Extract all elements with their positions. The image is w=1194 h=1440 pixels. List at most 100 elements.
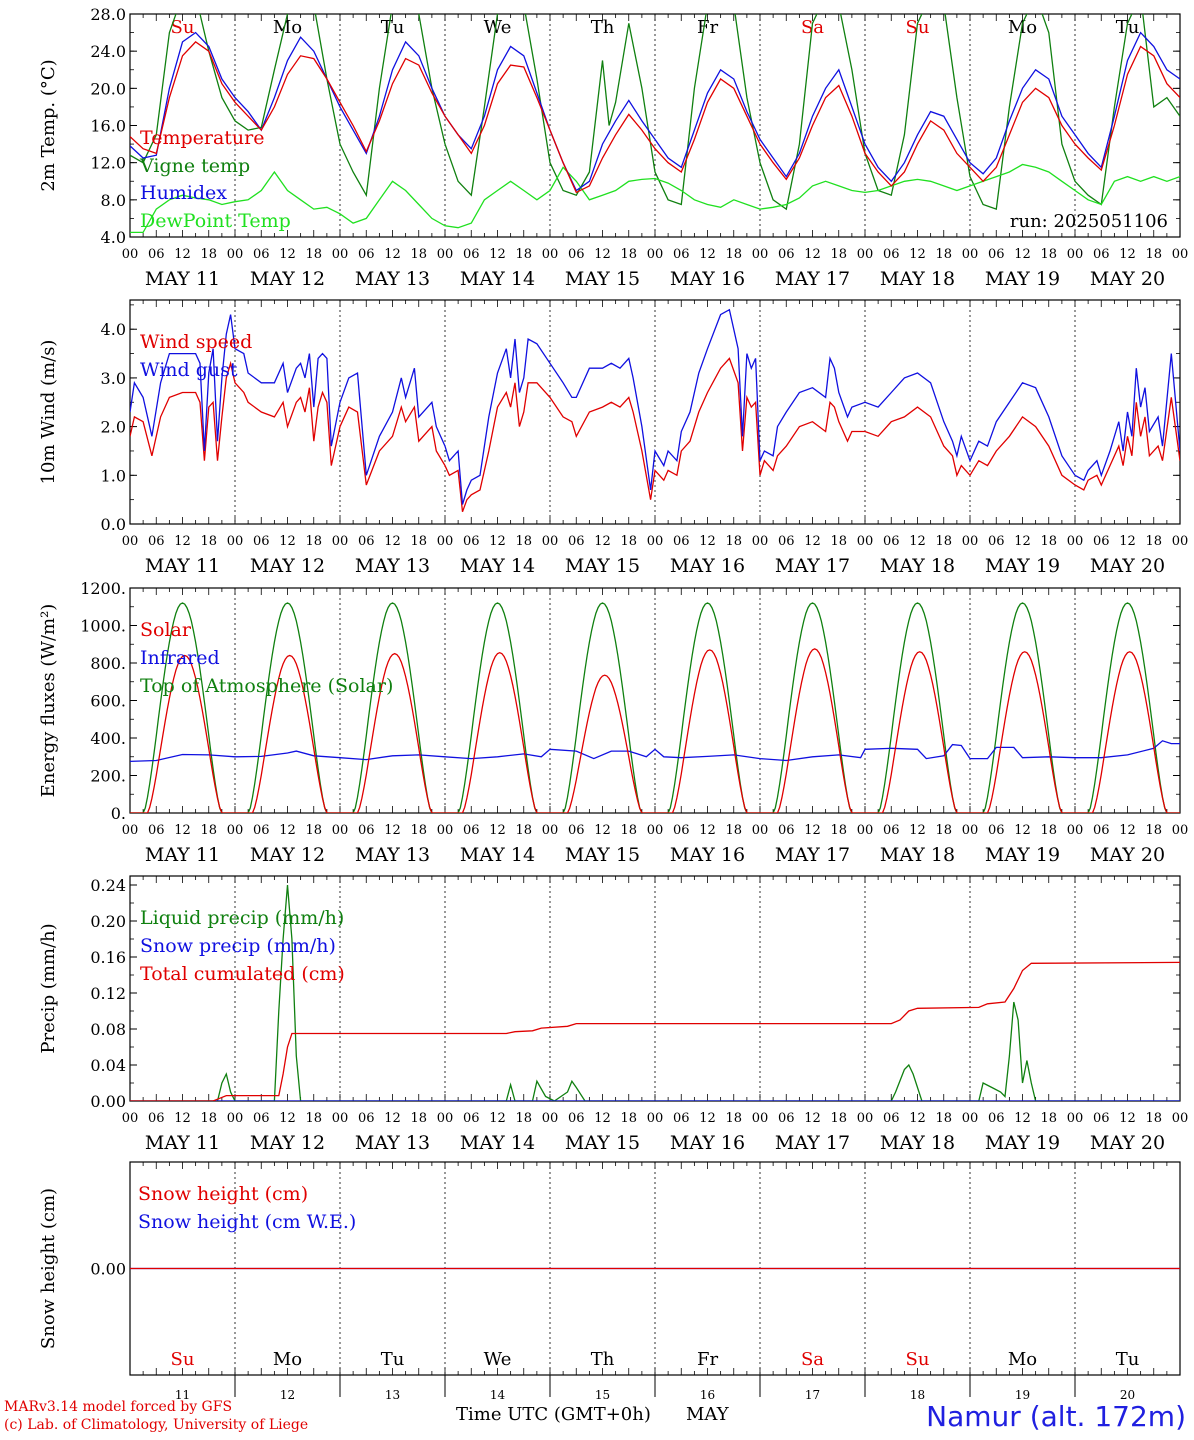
hour-tick-label: 00 [437, 1111, 454, 1126]
y-axis-label: Energy fluxes (W/m²) [38, 604, 59, 798]
hour-tick-label: 00 [1172, 534, 1189, 549]
hour-tick-label: 00 [752, 247, 769, 262]
hour-tick-label: 00 [647, 823, 664, 838]
hour-tick-label: 12 [279, 247, 296, 262]
hour-tick-label: 12 [594, 247, 611, 262]
date-label: MAY 15 [565, 268, 640, 290]
date-label: MAY 12 [250, 844, 325, 866]
date-label: MAY 12 [250, 1132, 325, 1154]
hour-tick-label: 18 [830, 823, 847, 838]
y-tick-label: 24.0 [90, 42, 126, 61]
hour-tick-label: 06 [253, 247, 270, 262]
hour-tick-label: 18 [1145, 1111, 1162, 1126]
day-number-label: 11 [175, 1388, 190, 1402]
weekday-label: Tu [381, 1349, 405, 1370]
hour-tick-label: 12 [384, 247, 401, 262]
hour-tick-label: 00 [122, 823, 139, 838]
hour-tick-label: 06 [568, 534, 585, 549]
hour-tick-label: 00 [857, 823, 874, 838]
hour-tick-label: 12 [699, 534, 716, 549]
hour-tick-label: 00 [332, 1111, 349, 1126]
hour-tick-label: 18 [1145, 247, 1162, 262]
day-number-label: 16 [700, 1388, 715, 1402]
hour-tick-label: 06 [1093, 823, 1110, 838]
hour-tick-label: 00 [857, 247, 874, 262]
hour-tick-label: 06 [358, 823, 375, 838]
hour-tick-label: 00 [332, 823, 349, 838]
hour-tick-label: 12 [804, 823, 821, 838]
hour-tick-label: 18 [725, 823, 742, 838]
hour-tick-label: 06 [673, 247, 690, 262]
series-line [130, 357, 1180, 513]
date-label: MAY 20 [1090, 268, 1165, 290]
hour-tick-label: 06 [148, 534, 165, 549]
hour-tick-label: 06 [568, 1111, 585, 1126]
date-label: MAY 18 [880, 268, 955, 290]
hour-tick-label: 12 [699, 823, 716, 838]
weekday-label: We [484, 17, 512, 38]
date-label: MAY 13 [355, 844, 430, 866]
date-label: MAY 12 [250, 555, 325, 577]
y-tick-label: 20.0 [90, 79, 126, 98]
series-line [130, 961, 1180, 1101]
hour-tick-label: 12 [594, 534, 611, 549]
series-line [130, 740, 1180, 763]
hour-tick-label: 12 [174, 1111, 191, 1126]
hour-tick-label: 12 [1119, 823, 1136, 838]
hour-tick-label: 18 [515, 534, 532, 549]
hour-tick-label: 06 [883, 1111, 900, 1126]
weekday-label: Tu [1116, 1349, 1140, 1370]
hour-tick-label: 06 [778, 534, 795, 549]
date-label: MAY 18 [880, 1132, 955, 1154]
weekday-label: Mo [273, 1349, 302, 1370]
day-number-label: 20 [1120, 1388, 1135, 1402]
hour-tick-label: 12 [1119, 1111, 1136, 1126]
y-tick-label: 2.0 [101, 418, 126, 437]
hour-tick-label: 00 [542, 247, 559, 262]
weekday-label: Fr [697, 17, 718, 38]
hour-tick-label: 18 [1040, 247, 1057, 262]
hour-tick-label: 00 [647, 1111, 664, 1126]
date-label: MAY 16 [670, 268, 745, 290]
y-tick-label: 0.16 [90, 948, 126, 967]
month-label: MAY [686, 1404, 729, 1425]
hour-tick-label: 06 [883, 823, 900, 838]
hour-tick-label: 18 [1145, 823, 1162, 838]
hour-tick-label: 18 [200, 1111, 217, 1126]
hour-tick-label: 00 [647, 534, 664, 549]
hour-tick-label: 12 [804, 534, 821, 549]
hour-tick-label: 18 [725, 1111, 742, 1126]
date-label: MAY 12 [250, 268, 325, 290]
hour-tick-label: 00 [122, 534, 139, 549]
series-line [130, 31, 1180, 192]
hour-tick-label: 00 [1172, 247, 1189, 262]
date-label: MAY 15 [565, 555, 640, 577]
hour-tick-label: 06 [883, 534, 900, 549]
hour-tick-label: 12 [699, 1111, 716, 1126]
hour-tick-label: 18 [935, 1111, 952, 1126]
hour-tick-label: 00 [1067, 247, 1084, 262]
series-line [130, 648, 1180, 813]
hour-tick-label: 12 [279, 823, 296, 838]
y-tick-label: 3.0 [101, 369, 126, 388]
hour-tick-label: 12 [384, 823, 401, 838]
y-tick-label: 0.00 [90, 1260, 126, 1279]
y-axis-label: 2m Temp. (°C) [38, 59, 59, 191]
hour-tick-label: 06 [148, 247, 165, 262]
panel-3: 0. 200. 400. 600. 800. 1000. 1200. Energy fluxe… [38, 579, 1188, 866]
legend-entry: Wind speed [140, 331, 252, 353]
panel-1: 4.0 8.0 12.0 16.0 20.0 24.0 28.0 2m Temp. (°C) 0… [38, 5, 1189, 290]
hour-tick-label: 12 [909, 534, 926, 549]
date-label: MAY 19 [985, 268, 1060, 290]
date-label: MAY 20 [1090, 844, 1165, 866]
hour-tick-label: 00 [227, 247, 244, 262]
date-label: MAY 17 [775, 555, 850, 577]
hour-tick-label: 06 [463, 247, 480, 262]
y-tick-label: 0.24 [90, 876, 126, 895]
hour-tick-label: 00 [542, 534, 559, 549]
date-label: MAY 13 [355, 1132, 430, 1154]
hour-tick-label: 12 [489, 823, 506, 838]
hour-tick-label: 06 [358, 1111, 375, 1126]
legend-entry: Solar [140, 619, 192, 641]
hour-tick-label: 12 [174, 247, 191, 262]
